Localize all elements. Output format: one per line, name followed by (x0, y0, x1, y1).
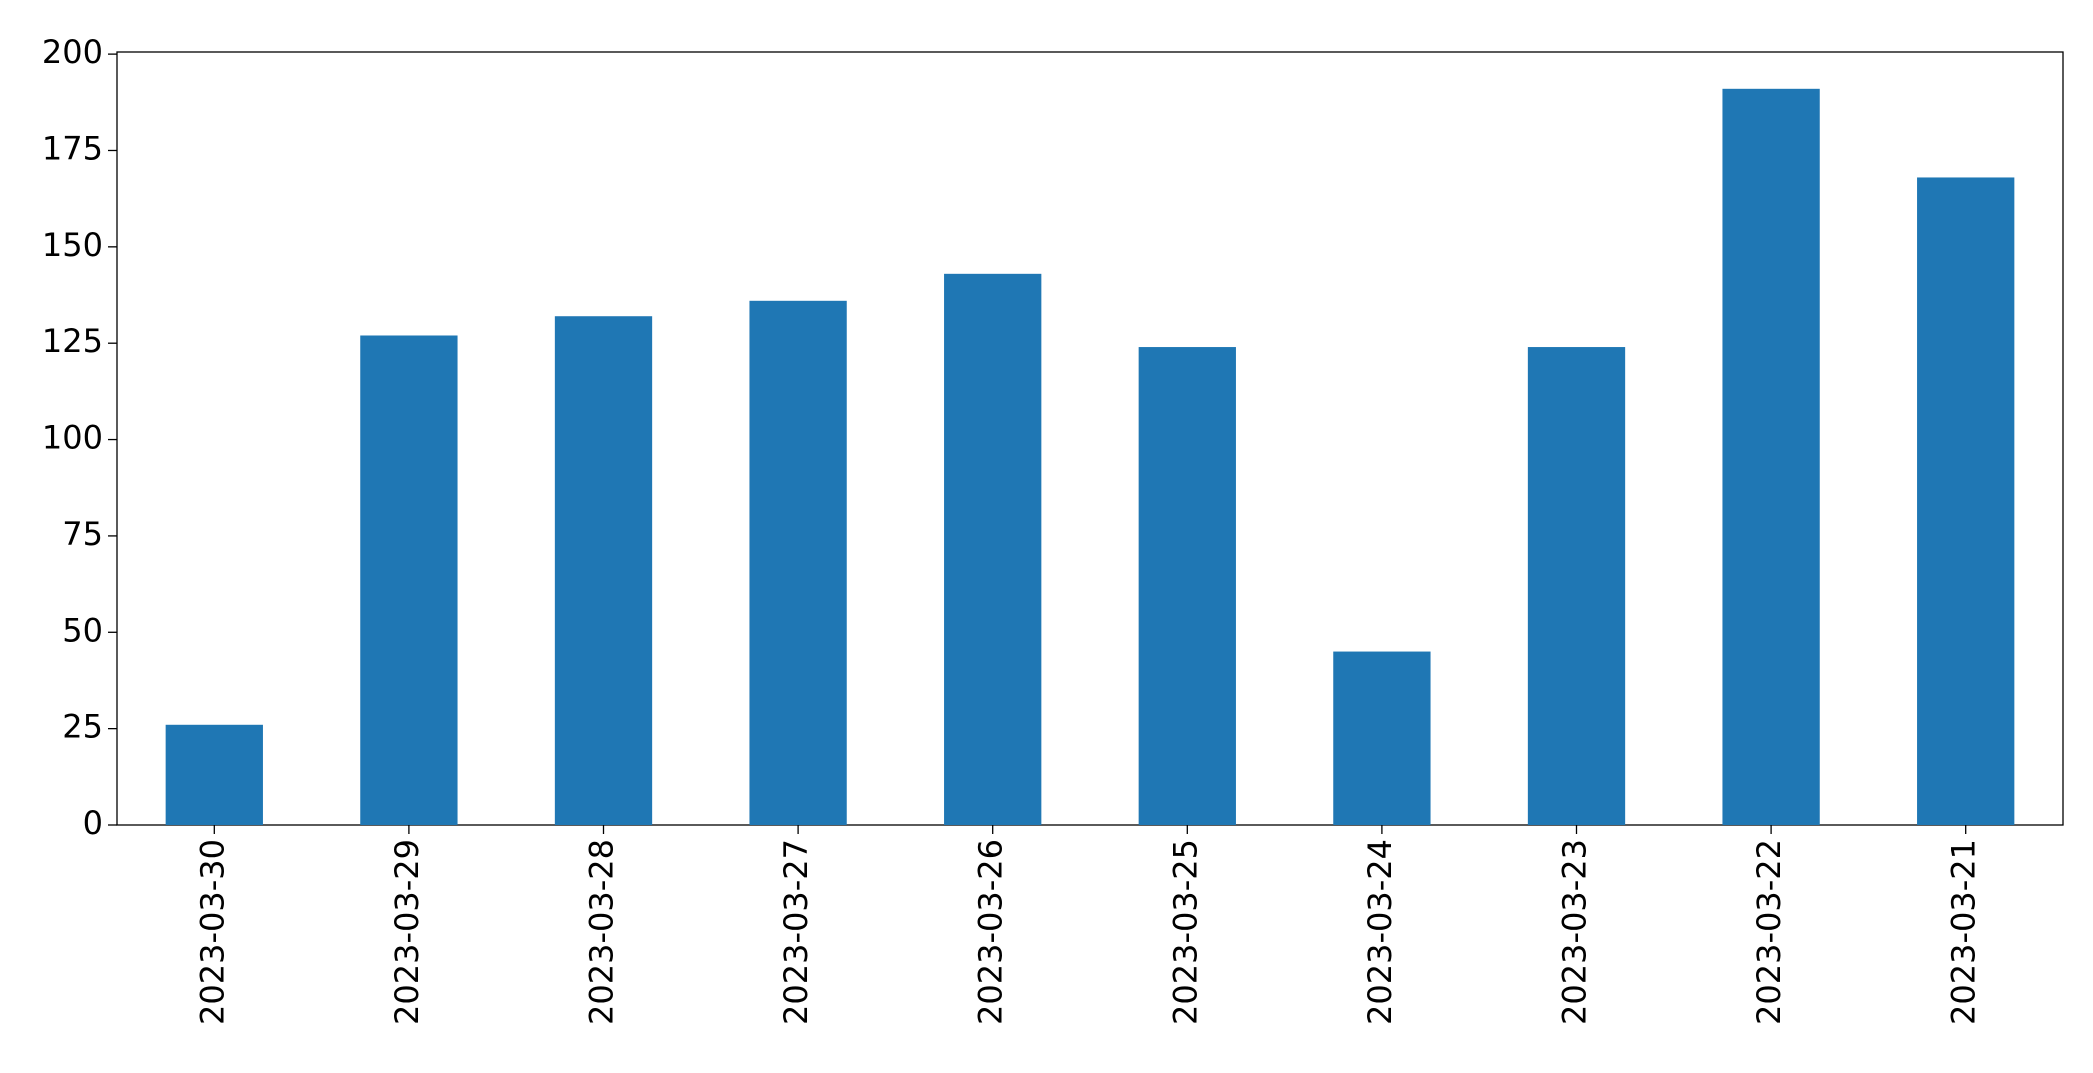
y-tick-label: 50 (62, 611, 103, 649)
y-tick-label: 25 (62, 708, 103, 746)
x-tick-label: 2023-03-27 (777, 839, 815, 1025)
x-tick-label: 2023-03-26 (972, 839, 1010, 1025)
x-tick-label: 2023-03-23 (1556, 839, 1594, 1025)
x-tick-label: 2023-03-28 (583, 839, 621, 1025)
y-tick-label: 100 (42, 419, 103, 457)
y-tick-label: 175 (42, 129, 103, 167)
plot-frame (116, 51, 2064, 826)
x-tick-label: 2023-03-24 (1361, 839, 1399, 1025)
y-tick-label: 200 (42, 33, 103, 71)
bar (749, 300, 847, 826)
bar (1917, 177, 2015, 825)
bar (1527, 347, 1626, 825)
x-tick-label: 2023-03-21 (1945, 839, 1983, 1025)
x-tick-label: 2023-03-25 (1166, 839, 1204, 1025)
y-tick-label: 150 (42, 226, 103, 264)
bar (1722, 88, 1820, 826)
y-tick-label: 0 (83, 804, 103, 842)
bar (944, 273, 1042, 825)
bar (360, 335, 458, 825)
x-tick-label: 2023-03-29 (388, 839, 426, 1025)
bar (554, 316, 653, 825)
bar (165, 724, 263, 825)
y-tick-label: 125 (42, 322, 103, 360)
bar (1333, 651, 1431, 825)
x-tick-label: 2023-03-22 (1750, 839, 1788, 1025)
x-tick-label: 2023-03-30 (193, 839, 231, 1025)
bar (1138, 347, 1236, 825)
y-tick-label: 75 (62, 515, 103, 553)
